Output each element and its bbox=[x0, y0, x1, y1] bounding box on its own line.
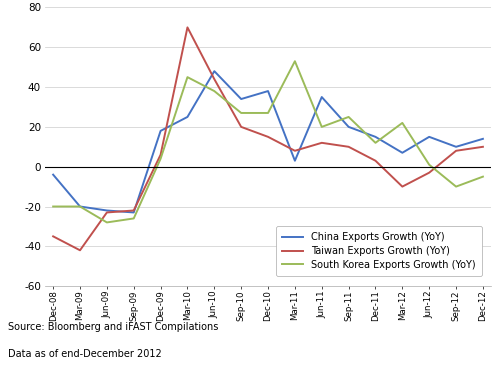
Taiwan Exports Growth (YoY) bbox=[292, 148, 298, 153]
China Exports Growth (YoY) bbox=[292, 159, 298, 163]
South Korea Exports Growth (YoY) bbox=[319, 125, 325, 129]
South Korea Exports Growth (YoY) bbox=[184, 75, 190, 79]
Taiwan Exports Growth (YoY) bbox=[453, 148, 459, 153]
China Exports Growth (YoY) bbox=[399, 150, 405, 155]
Taiwan Exports Growth (YoY) bbox=[50, 234, 56, 239]
China Exports Growth (YoY) bbox=[426, 135, 432, 139]
South Korea Exports Growth (YoY) bbox=[211, 89, 217, 94]
Taiwan Exports Growth (YoY) bbox=[238, 125, 244, 129]
South Korea Exports Growth (YoY) bbox=[131, 216, 137, 221]
Taiwan Exports Growth (YoY) bbox=[372, 159, 378, 163]
South Korea Exports Growth (YoY) bbox=[158, 156, 164, 161]
Taiwan Exports Growth (YoY) bbox=[265, 135, 271, 139]
Line: Taiwan Exports Growth (YoY): Taiwan Exports Growth (YoY) bbox=[53, 27, 483, 250]
China Exports Growth (YoY) bbox=[184, 115, 190, 119]
South Korea Exports Growth (YoY) bbox=[50, 204, 56, 209]
China Exports Growth (YoY) bbox=[158, 129, 164, 133]
South Korea Exports Growth (YoY) bbox=[453, 184, 459, 189]
South Korea Exports Growth (YoY) bbox=[265, 111, 271, 115]
South Korea Exports Growth (YoY) bbox=[426, 162, 432, 167]
South Korea Exports Growth (YoY) bbox=[238, 111, 244, 115]
Line: China Exports Growth (YoY): China Exports Growth (YoY) bbox=[53, 71, 483, 212]
Taiwan Exports Growth (YoY) bbox=[399, 184, 405, 189]
China Exports Growth (YoY) bbox=[480, 137, 486, 141]
China Exports Growth (YoY) bbox=[50, 172, 56, 177]
Taiwan Exports Growth (YoY) bbox=[480, 145, 486, 149]
Taiwan Exports Growth (YoY) bbox=[319, 141, 325, 145]
South Korea Exports Growth (YoY) bbox=[346, 115, 352, 119]
China Exports Growth (YoY) bbox=[453, 145, 459, 149]
South Korea Exports Growth (YoY) bbox=[292, 59, 298, 64]
China Exports Growth (YoY) bbox=[77, 204, 83, 209]
Taiwan Exports Growth (YoY) bbox=[346, 145, 352, 149]
South Korea Exports Growth (YoY) bbox=[372, 141, 378, 145]
Taiwan Exports Growth (YoY) bbox=[104, 210, 110, 215]
Taiwan Exports Growth (YoY) bbox=[426, 171, 432, 175]
Taiwan Exports Growth (YoY) bbox=[184, 25, 190, 30]
China Exports Growth (YoY) bbox=[104, 208, 110, 213]
Taiwan Exports Growth (YoY) bbox=[77, 248, 83, 252]
Taiwan Exports Growth (YoY) bbox=[158, 153, 164, 157]
China Exports Growth (YoY) bbox=[319, 95, 325, 99]
South Korea Exports Growth (YoY) bbox=[77, 204, 83, 209]
Legend: China Exports Growth (YoY), Taiwan Exports Growth (YoY), South Korea Exports Gro: China Exports Growth (YoY), Taiwan Expor… bbox=[276, 226, 481, 276]
Taiwan Exports Growth (YoY) bbox=[131, 208, 137, 213]
China Exports Growth (YoY) bbox=[372, 135, 378, 139]
China Exports Growth (YoY) bbox=[346, 125, 352, 129]
Text: Data as of end-December 2012: Data as of end-December 2012 bbox=[8, 349, 161, 359]
Text: Source: Bloomberg and iFAST Compilations: Source: Bloomberg and iFAST Compilations bbox=[8, 322, 218, 332]
South Korea Exports Growth (YoY) bbox=[104, 220, 110, 225]
China Exports Growth (YoY) bbox=[211, 69, 217, 73]
China Exports Growth (YoY) bbox=[238, 97, 244, 101]
China Exports Growth (YoY) bbox=[265, 89, 271, 94]
Text: iFAST: iFAST bbox=[419, 334, 465, 349]
Line: South Korea Exports Growth (YoY): South Korea Exports Growth (YoY) bbox=[53, 61, 483, 223]
Taiwan Exports Growth (YoY) bbox=[211, 77, 217, 82]
China Exports Growth (YoY) bbox=[131, 210, 137, 215]
South Korea Exports Growth (YoY) bbox=[399, 121, 405, 125]
South Korea Exports Growth (YoY) bbox=[480, 174, 486, 179]
